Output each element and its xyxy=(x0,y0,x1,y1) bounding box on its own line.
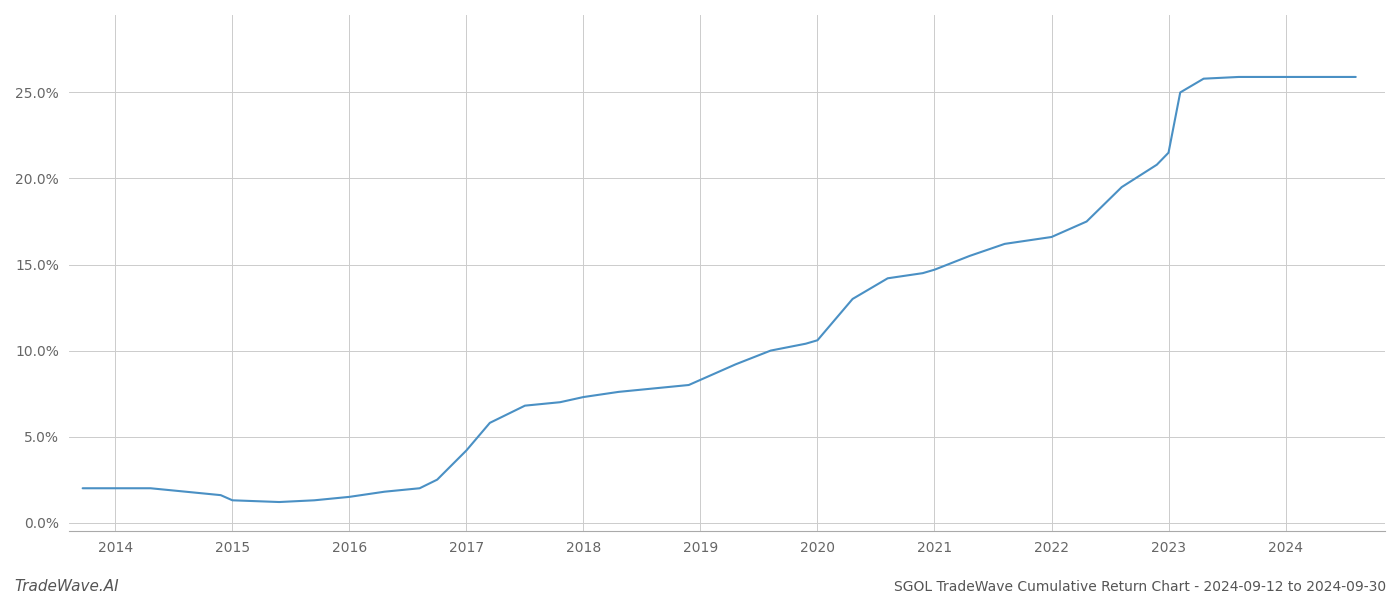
Text: TradeWave.AI: TradeWave.AI xyxy=(14,579,119,594)
Text: SGOL TradeWave Cumulative Return Chart - 2024-09-12 to 2024-09-30: SGOL TradeWave Cumulative Return Chart -… xyxy=(893,580,1386,594)
